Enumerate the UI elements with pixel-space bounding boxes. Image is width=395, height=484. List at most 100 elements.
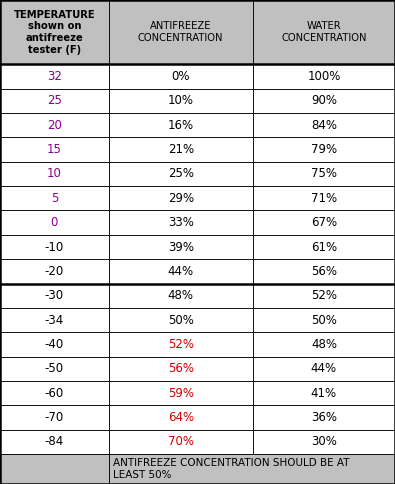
Bar: [0, 211, 109, 235]
Bar: [0, 0, 109, 64]
Text: ANTIFREEZE
CONCENTRATION: ANTIFREEZE CONCENTRATION: [138, 21, 224, 43]
Text: 71%: 71%: [311, 192, 337, 205]
Text: TEMPERATURE
shown on
antifreeze
tester (F): TEMPERATURE shown on antifreeze tester (…: [13, 10, 95, 55]
Bar: [109, 430, 253, 454]
Bar: [109, 259, 253, 284]
Text: 33%: 33%: [168, 216, 194, 229]
Bar: [253, 357, 395, 381]
Text: 61%: 61%: [311, 241, 337, 254]
Text: 48%: 48%: [168, 289, 194, 302]
Bar: [109, 89, 253, 113]
Text: -40: -40: [45, 338, 64, 351]
Text: 50%: 50%: [311, 314, 337, 327]
Bar: [0, 308, 109, 332]
Text: -50: -50: [45, 362, 64, 375]
Bar: [109, 454, 395, 484]
Bar: [253, 381, 395, 405]
Bar: [109, 186, 253, 211]
Text: 52%: 52%: [168, 338, 194, 351]
Text: 44%: 44%: [167, 265, 194, 278]
Bar: [253, 137, 395, 162]
Text: 41%: 41%: [311, 387, 337, 400]
Bar: [253, 308, 395, 332]
Text: 84%: 84%: [311, 119, 337, 132]
Text: 10: 10: [47, 167, 62, 181]
Text: 5: 5: [51, 192, 58, 205]
Bar: [109, 64, 253, 89]
Text: 36%: 36%: [311, 411, 337, 424]
Bar: [109, 405, 253, 430]
Bar: [109, 308, 253, 332]
Text: 56%: 56%: [168, 362, 194, 375]
Bar: [109, 137, 253, 162]
Bar: [0, 405, 109, 430]
Bar: [253, 89, 395, 113]
Text: 90%: 90%: [311, 94, 337, 107]
Bar: [253, 259, 395, 284]
Text: 32: 32: [47, 70, 62, 83]
Text: 70%: 70%: [168, 435, 194, 448]
Bar: [0, 454, 109, 484]
Text: 30%: 30%: [311, 435, 337, 448]
Bar: [0, 235, 109, 259]
Text: 0%: 0%: [171, 70, 190, 83]
Bar: [253, 332, 395, 357]
Text: -34: -34: [45, 314, 64, 327]
Text: 21%: 21%: [167, 143, 194, 156]
Bar: [0, 284, 109, 308]
Bar: [109, 162, 253, 186]
Text: 75%: 75%: [311, 167, 337, 181]
Bar: [253, 430, 395, 454]
Text: 25%: 25%: [168, 167, 194, 181]
Text: 64%: 64%: [167, 411, 194, 424]
Bar: [109, 381, 253, 405]
Text: 56%: 56%: [311, 265, 337, 278]
Text: 20: 20: [47, 119, 62, 132]
Bar: [0, 64, 109, 89]
Text: WATER
CONCENTRATION: WATER CONCENTRATION: [281, 21, 367, 43]
Text: -20: -20: [45, 265, 64, 278]
Bar: [253, 64, 395, 89]
Text: 16%: 16%: [167, 119, 194, 132]
Text: 10%: 10%: [168, 94, 194, 107]
Bar: [253, 186, 395, 211]
Bar: [253, 405, 395, 430]
Bar: [109, 332, 253, 357]
Text: -10: -10: [45, 241, 64, 254]
Bar: [253, 235, 395, 259]
Bar: [109, 211, 253, 235]
Text: 100%: 100%: [307, 70, 340, 83]
Text: ANTIFREEZE CONCENTRATION SHOULD BE AT
LEAST 50%: ANTIFREEZE CONCENTRATION SHOULD BE AT LE…: [113, 458, 350, 480]
Text: -70: -70: [45, 411, 64, 424]
Text: -30: -30: [45, 289, 64, 302]
Bar: [109, 113, 253, 137]
Bar: [0, 137, 109, 162]
Bar: [109, 357, 253, 381]
Text: 0: 0: [51, 216, 58, 229]
Bar: [253, 284, 395, 308]
Text: 79%: 79%: [311, 143, 337, 156]
Bar: [0, 186, 109, 211]
Text: -60: -60: [45, 387, 64, 400]
Text: 59%: 59%: [168, 387, 194, 400]
Text: 67%: 67%: [311, 216, 337, 229]
Bar: [0, 259, 109, 284]
Text: 39%: 39%: [168, 241, 194, 254]
Bar: [0, 381, 109, 405]
Text: 50%: 50%: [168, 314, 194, 327]
Text: 15: 15: [47, 143, 62, 156]
Bar: [253, 113, 395, 137]
Bar: [0, 89, 109, 113]
Bar: [0, 162, 109, 186]
Bar: [253, 211, 395, 235]
Bar: [253, 162, 395, 186]
Text: 29%: 29%: [167, 192, 194, 205]
Text: 48%: 48%: [311, 338, 337, 351]
Bar: [109, 284, 253, 308]
Bar: [0, 113, 109, 137]
Bar: [0, 357, 109, 381]
Bar: [0, 332, 109, 357]
Text: -84: -84: [45, 435, 64, 448]
Text: 52%: 52%: [311, 289, 337, 302]
Text: 25: 25: [47, 94, 62, 107]
